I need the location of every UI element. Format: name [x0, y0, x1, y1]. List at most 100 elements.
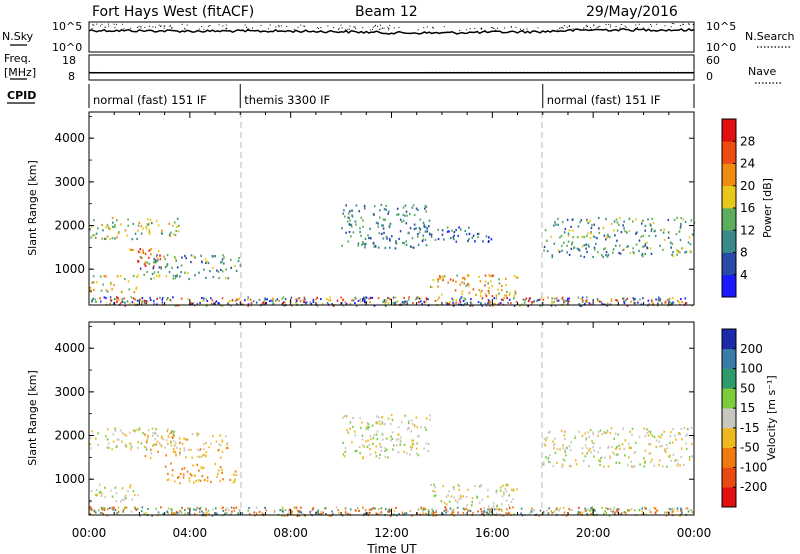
velocity-clutter-cell: [656, 509, 658, 512]
power-echo-cell: [567, 232, 570, 235]
power-echo-cell: [471, 236, 474, 239]
power-clutter-cell: [169, 298, 171, 301]
velocity-clutter-cell: [548, 507, 550, 510]
velocity-clutter-cell: [107, 508, 109, 511]
power-clutter-cell: [668, 300, 671, 303]
power-clutter-cell: [556, 300, 558, 303]
power-echo-cell: [587, 221, 590, 225]
power-echo-cell: [347, 216, 349, 219]
velocity-echo-cell: [203, 479, 206, 482]
power-clutter-cell: [359, 300, 362, 303]
velocity-clutter-cell: [215, 507, 217, 510]
velocity-clutter-cell: [558, 509, 560, 512]
velocity-clutter-cell: [117, 511, 120, 513]
power-clutter-cell: [650, 299, 653, 302]
power-echo-cell: [116, 236, 118, 239]
velocity-clutter-cell: [593, 508, 595, 511]
power-echo-cell: [350, 223, 353, 226]
power-echo-cell: [220, 261, 222, 264]
velocity-echo-cell: [391, 418, 394, 421]
velocity-echo-cell: [592, 441, 594, 445]
velocity-echo-cell: [417, 454, 420, 457]
velocity-clutter-cell: [648, 508, 651, 511]
velocity-clutter-cell: [134, 507, 137, 510]
power-clutter-cell: [303, 301, 305, 304]
velocity-clutter-cell: [451, 510, 454, 513]
noise-search-point: [605, 24, 607, 26]
power-echo-cell: [395, 240, 397, 243]
power-clutter-cell: [124, 304, 127, 307]
velocity-echo-cell: [424, 426, 426, 429]
velocity-clutter-cell: [480, 510, 483, 513]
velocity-echo-cell: [138, 427, 141, 430]
power-echo-cell: [157, 250, 160, 253]
velocity-clutter-cell: [498, 508, 500, 511]
velocity-echo-cell: [203, 448, 205, 451]
velocity-clutter-cell: [300, 511, 303, 514]
velocity-clutter-cell: [550, 510, 553, 512]
velocity-echo-cell: [616, 445, 618, 449]
power-clutter-cell: [567, 297, 569, 300]
velocity-clutter-cell: [508, 506, 511, 509]
velocity-colorbar-swatch: [722, 348, 736, 369]
velocity-echo-cell: [384, 447, 386, 450]
velocity-echo-cell: [355, 449, 358, 453]
power-echo-cell: [206, 260, 208, 263]
noise-search-point: [635, 24, 637, 26]
power-clutter-cell: [278, 299, 280, 302]
noise-search-point: [593, 24, 595, 26]
velocity-clutter-cell: [411, 514, 413, 517]
velocity-clutter-cell: [288, 510, 290, 513]
velocity-echo-cell: [351, 441, 353, 444]
power-panel-bg: [89, 112, 694, 305]
cpid-row: CPID normal (fast) 151 IF themis 3300 IF n…: [7, 84, 695, 108]
power-echo-cell: [139, 256, 142, 259]
noise-search-point: [615, 26, 617, 27]
power-clutter-cell: [365, 300, 368, 303]
power-echo-cell: [647, 218, 649, 221]
power-clutter-cell: [597, 299, 599, 302]
velocity-clutter-cell: [445, 507, 448, 510]
velocity-clutter-cell: [291, 512, 293, 515]
power-echo-cell: [172, 274, 175, 277]
power-clutter-cell: [626, 304, 629, 307]
power-echo-cell: [437, 279, 439, 282]
power-echo-cell: [217, 270, 220, 273]
power-echo-cell: [94, 236, 97, 239]
velocity-echo-cell: [390, 439, 392, 442]
power-echo-cell: [626, 245, 628, 248]
velocity-clutter-cell: [389, 514, 392, 517]
noise-search-point: [417, 29, 419, 31]
power-echo-cell: [106, 290, 109, 293]
velocity-echo-cell: [205, 451, 208, 454]
velocity-echo-cell: [172, 447, 175, 451]
velocity-echo-cell: [119, 429, 122, 432]
power-echo-cell: [140, 225, 143, 228]
power-echo-cell: [118, 231, 120, 234]
power-echo-cell: [465, 284, 467, 287]
velocity-echo-cell: [462, 495, 464, 498]
velocity-clutter-cell: [237, 512, 239, 515]
noise-panel: N.Sky 10^5 10^0 10^5 10^0 N.Search: [2, 20, 795, 54]
power-clutter-cell: [633, 298, 635, 301]
power-clutter-cell: [384, 300, 387, 303]
power-clutter-cell: [678, 301, 680, 304]
power-clutter-cell: [149, 299, 152, 301]
velocity-clutter-cell: [443, 509, 446, 512]
power-echo-cell: [389, 246, 391, 249]
velocity-clutter-cell: [206, 511, 208, 514]
velocity-echo-cell: [616, 453, 618, 456]
power-clutter-cell: [264, 297, 266, 300]
velocity-echo-cell: [375, 433, 378, 436]
velocity-clutter-cell: [235, 506, 238, 509]
power-echo-cell: [176, 217, 179, 220]
velocity-echo-cell: [575, 463, 578, 466]
velocity-echo-cell: [680, 455, 682, 459]
noise-search-point: [682, 23, 684, 25]
velocity-clutter-cell: [577, 510, 580, 513]
power-echo-cell: [160, 267, 162, 270]
noise-search-point: [481, 28, 483, 30]
power-clutter-cell: [578, 302, 580, 305]
velocity-echo-cell: [97, 432, 99, 435]
